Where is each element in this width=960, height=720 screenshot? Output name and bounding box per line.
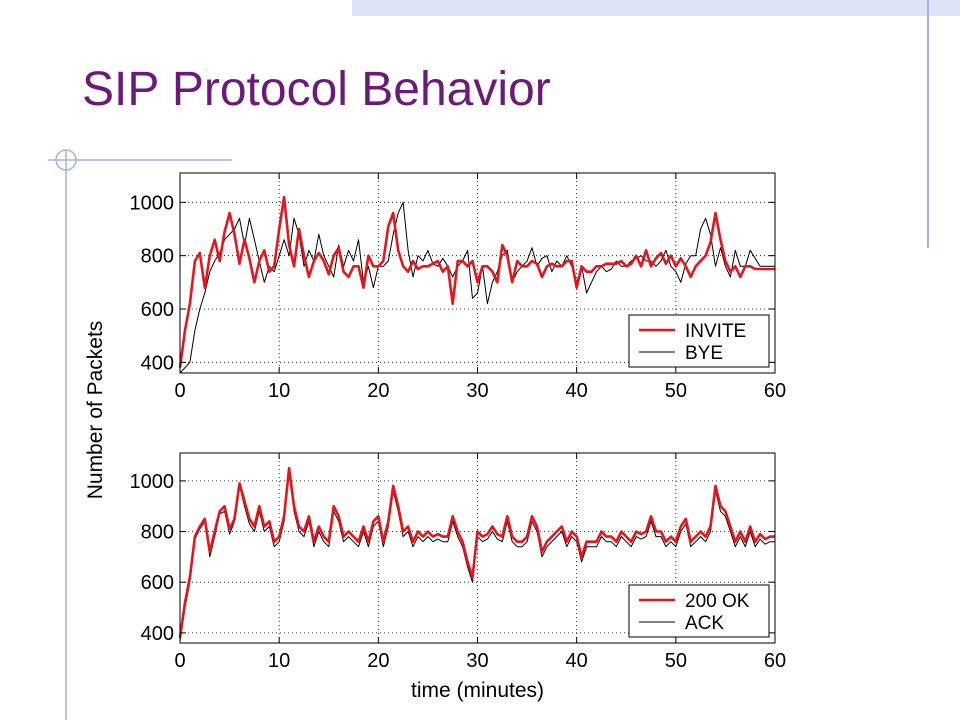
chart-1-xtick-label: 20 <box>367 380 389 402</box>
slide-title: SIP Protocol Behavior <box>82 63 551 116</box>
chart-1-ytick-label: 1000 <box>130 192 175 214</box>
chart-figure: 0 10 20 30 40 50 60 400 600 800 1000 INVITE BYE Numbe… <box>82 165 792 715</box>
chart-2-x-axis-label: time (minutes) <box>411 679 544 702</box>
chart-1-ytick-label: 400 <box>141 352 174 374</box>
chart-2-xtick-label: 0 <box>174 650 185 672</box>
chart-2-xtick-label: 10 <box>268 650 290 672</box>
decor-circle <box>55 149 77 171</box>
chart-1-xtick-label: 10 <box>268 380 290 402</box>
chart-1-y-axis-label: Number of Packets <box>84 321 107 500</box>
decor-top-bar <box>352 0 960 16</box>
chart-2-ytick-label: 400 <box>141 623 174 645</box>
chart-1-legend-label-bye: BYE <box>685 343 723 364</box>
chart-2-xtick-label: 60 <box>764 650 786 672</box>
chart-2-legend-label-ack: ACK <box>685 613 724 634</box>
chart-2-ytick-label: 600 <box>141 572 174 594</box>
chart-canvas: 0 10 20 30 40 50 604006008001000INVITEBYENumbe… <box>84 172 786 702</box>
chart-2-legend-label-200-ok: 200 OK <box>685 591 750 612</box>
chart-1-xtick-label: 60 <box>764 380 786 402</box>
chart-1-ytick-label: 800 <box>141 246 174 268</box>
chart-2-xtick-label: 20 <box>367 650 389 672</box>
chart-1-xtick-label: 50 <box>665 380 687 402</box>
chart-1-xtick-label: 30 <box>466 380 488 402</box>
chart-2-legend-box <box>628 584 770 638</box>
chart-1-ytick-label: 600 <box>141 299 174 321</box>
chart-1-xtick-label: 40 <box>566 380 588 402</box>
chart-1-xtick-label: 0 <box>174 380 185 402</box>
chart-2-xtick-label: 40 <box>566 650 588 672</box>
chart-2-series-200-ok-line <box>178 466 775 639</box>
chart-2-xtick-label: 50 <box>665 650 687 672</box>
chart-2-xtick-label: 30 <box>466 650 488 672</box>
chart-1-series-invite-line <box>178 195 775 368</box>
chart-1-legend-box <box>628 314 770 368</box>
chart-1-legend-label-invite: INVITE <box>685 321 746 342</box>
chart-2-ytick-label: 1000 <box>130 471 175 493</box>
chart-1-series-bye-line <box>179 201 775 374</box>
chart-2-ytick-label: 800 <box>141 522 174 544</box>
